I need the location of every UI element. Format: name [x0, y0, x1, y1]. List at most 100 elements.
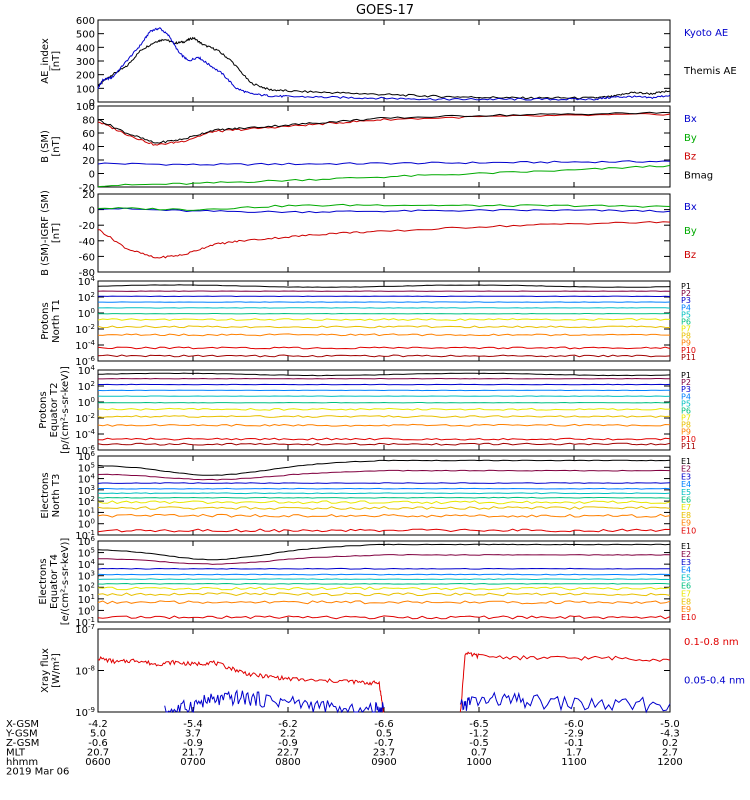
footer-value: 21.7: [182, 748, 204, 759]
channel-line: [97, 492, 671, 495]
footer-value: -0.5: [469, 738, 489, 749]
legend-entry: E8: [681, 597, 691, 606]
footer-value: 0.5: [376, 729, 392, 740]
legend-entry: P5: [681, 399, 691, 408]
y-axis-label: [nT]: [51, 223, 62, 243]
footer-value: 22.7: [277, 748, 299, 759]
footer-value: 1100: [561, 757, 586, 768]
legend-entry: E1: [681, 457, 691, 466]
channel-line: [97, 284, 671, 288]
footer-row-label: 2019 Mar 06: [6, 767, 69, 778]
channel-line: [97, 528, 671, 533]
footer-value: -6.5: [469, 719, 489, 730]
channel-line: [97, 372, 671, 377]
y-axis-label: North T1: [51, 299, 62, 343]
y-axis-label: AE_index: [40, 38, 51, 84]
footer-value: -6.0: [564, 719, 584, 730]
channel-line: [97, 615, 671, 620]
y-axis-label: [nT]: [51, 136, 62, 156]
legend-entry: E4: [681, 566, 691, 575]
y-tick-label: 0: [89, 98, 95, 109]
legend-entry: Bmag: [684, 170, 713, 181]
channel-line: [97, 346, 671, 350]
legend-entry: P8: [681, 332, 691, 341]
channel-line: [97, 586, 671, 591]
footer-value: 0900: [371, 757, 396, 768]
footer-row-label: Z-GSM: [6, 738, 39, 749]
footer-value: 1200: [657, 757, 682, 768]
channel-line: [97, 325, 671, 329]
y-tick-label: 10-7: [75, 623, 95, 636]
y-tick-label: 80: [82, 116, 95, 127]
channel-line: [98, 383, 671, 386]
legend-entry: P9: [681, 339, 691, 348]
channel-line: [97, 389, 670, 392]
footer-value: 0.2: [662, 738, 678, 749]
series-line: [97, 112, 671, 146]
y-axis-label: Equator T4: [49, 554, 60, 609]
y-tick-label: -20: [79, 221, 95, 232]
series-line: [97, 164, 671, 188]
y-tick-label: 20: [82, 190, 95, 201]
legend-entry: By: [684, 133, 697, 144]
series-line: [164, 689, 385, 714]
y-tick-label: 60: [82, 129, 95, 140]
y-tick-label: 100: [76, 84, 95, 95]
legend-entry: P3: [681, 296, 691, 305]
footer-value: -4.3: [660, 729, 680, 740]
footer-value: -4.2: [88, 719, 108, 730]
channel-line: [98, 553, 671, 565]
y-tick-label: 10-9: [75, 706, 95, 719]
y-tick-label: 102: [78, 291, 95, 304]
y-tick-label: 40: [82, 143, 95, 154]
y-tick-label: 0: [89, 206, 95, 217]
legend-entry: P6: [681, 406, 691, 415]
legend-entry: Bz: [684, 152, 696, 163]
legend-entry: Themis AE: [683, 66, 737, 77]
series-line: [97, 221, 671, 259]
legend-entry: P3: [681, 385, 691, 394]
channel-line: [97, 482, 671, 484]
channel-line: [97, 333, 670, 337]
series-line: [97, 207, 671, 214]
legend-entry: E3: [681, 558, 691, 567]
channel-line: [98, 487, 671, 490]
footer-value: 0600: [85, 757, 110, 768]
footer-value: 5.0: [90, 729, 106, 740]
legend-entry: E10: [681, 613, 696, 622]
footer-value: -1.2: [469, 729, 489, 740]
y-tick-label: -80: [79, 268, 95, 279]
legend-entry: P7: [681, 414, 691, 423]
y-tick-label: 10-4: [75, 428, 95, 441]
footer-value: -5.4: [183, 719, 203, 730]
legend-entry: P10: [681, 435, 696, 444]
y-tick-label: 10-2: [75, 412, 95, 425]
y-axis-label: [nT]: [51, 51, 62, 71]
y-tick-label: 104: [78, 364, 96, 377]
y-axis-label: Electrons: [38, 558, 49, 604]
legend-entry: P10: [681, 346, 696, 355]
series-line: [97, 36, 671, 100]
y-tick-label: 100: [78, 307, 95, 320]
legend-entry: Bz: [684, 250, 696, 261]
legend-entry: E9: [681, 605, 691, 614]
legend-entry: P2: [681, 378, 691, 387]
channel-line: [97, 459, 671, 476]
panel-frame: [97, 19, 671, 103]
footer-value: -0.9: [278, 738, 298, 749]
y-axis-label: North T3: [51, 474, 62, 518]
footer-value: -6.2: [278, 719, 298, 730]
y-tick-label: 10-2: [75, 323, 95, 336]
panel-8: 10-7 10-8 10-9 Xray flux [W/m²] 0.1-0.8 nm 0.0…: [40, 623, 745, 719]
y-axis-label: [W/m²]: [51, 653, 62, 688]
footer-value: 2.2: [280, 729, 296, 740]
legend-entry: P2: [681, 289, 691, 298]
footer-value: 20.7: [87, 748, 109, 759]
legend-entry: E4: [681, 480, 691, 489]
series-line: [97, 27, 671, 101]
legend-entry: Bx: [684, 114, 697, 125]
panel-frame: [97, 280, 671, 362]
footer-value: -5.0: [660, 719, 680, 730]
